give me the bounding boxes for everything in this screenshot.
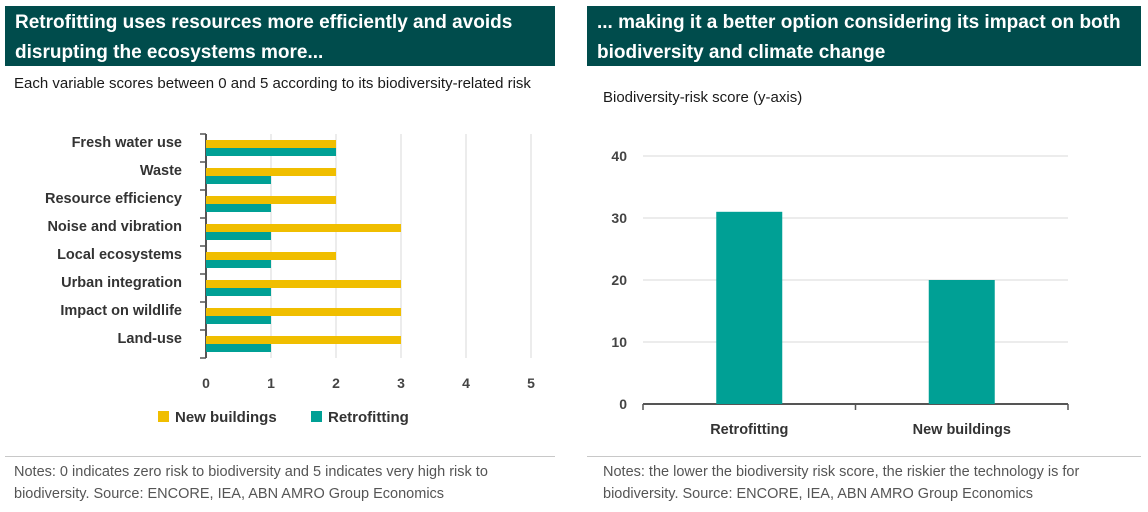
y-tick-label: 30: [611, 210, 627, 226]
y-category-label: Local ecosystems: [57, 247, 182, 263]
y-tick-label: 0: [619, 396, 627, 412]
y-category-label: Noise and vibration: [47, 219, 182, 235]
legend-label: New buildings: [175, 409, 277, 426]
y-category-label: Resource efficiency: [45, 191, 182, 207]
y-tick-label: 10: [611, 334, 627, 350]
x-category-label: New buildings: [913, 422, 1011, 438]
legend-label: Retrofitting: [328, 409, 409, 426]
bar: [206, 232, 271, 240]
bar: [716, 211, 783, 404]
right-chart-notes: Notes: the lower the biodiversity risk s…: [587, 456, 1141, 505]
left-chart-notes: Notes: 0 indicates zero risk to biodiver…: [5, 456, 555, 505]
vertical-bar-chart: 0 10 20 30 40 Retrofitting New buildings: [611, 148, 1069, 438]
x-tick-label: 2: [332, 375, 340, 391]
right-chart-panel: ... making it a better option considerin…: [587, 6, 1141, 506]
y-tick-label: 20: [611, 272, 627, 288]
left-chart-subtitle: Each variable scores between 0 and 5 acc…: [14, 75, 531, 92]
bar: [206, 316, 271, 324]
bar: [206, 260, 271, 268]
x-category-label: Retrofitting: [710, 422, 788, 438]
legend-swatch: [311, 411, 322, 422]
bar: [206, 336, 401, 344]
bar: [206, 308, 401, 316]
right-chart-subtitle: Biodiversity-risk score (y-axis): [603, 89, 803, 106]
bar: [206, 176, 271, 184]
bar: [206, 204, 271, 212]
y-category-label: Fresh water use: [72, 135, 182, 151]
bar: [206, 344, 271, 352]
bar: [206, 224, 401, 232]
bar: [206, 140, 336, 148]
left-chart-panel: Retrofitting uses resources more efficie…: [5, 6, 555, 506]
bar: [206, 148, 336, 156]
y-category-label: Impact on wildlife: [60, 303, 182, 319]
y-category-label: Waste: [140, 163, 182, 179]
bar: [206, 196, 336, 204]
horizontal-bar-chart: 0 1 2 3 4 5 Fresh water use Waste Resource effic…: [45, 133, 535, 426]
x-tick-label: 4: [462, 375, 470, 391]
left-chart-title: Retrofitting uses resources more efficie…: [5, 6, 555, 66]
x-tick-label: 5: [527, 375, 535, 391]
bar: [206, 280, 401, 288]
bar: [206, 288, 271, 296]
x-tick-label: 1: [267, 375, 275, 391]
x-tick-label: 3: [397, 375, 405, 391]
y-category-label: Urban integration: [61, 275, 182, 291]
bar: [206, 168, 336, 176]
x-tick-label: 0: [202, 375, 210, 391]
right-chart-title: ... making it a better option considerin…: [587, 6, 1141, 66]
bar: [206, 252, 336, 260]
y-tick-label: 40: [611, 148, 627, 164]
bar: [928, 280, 995, 404]
y-category-label: Land-use: [118, 331, 182, 347]
legend-swatch: [158, 411, 169, 422]
